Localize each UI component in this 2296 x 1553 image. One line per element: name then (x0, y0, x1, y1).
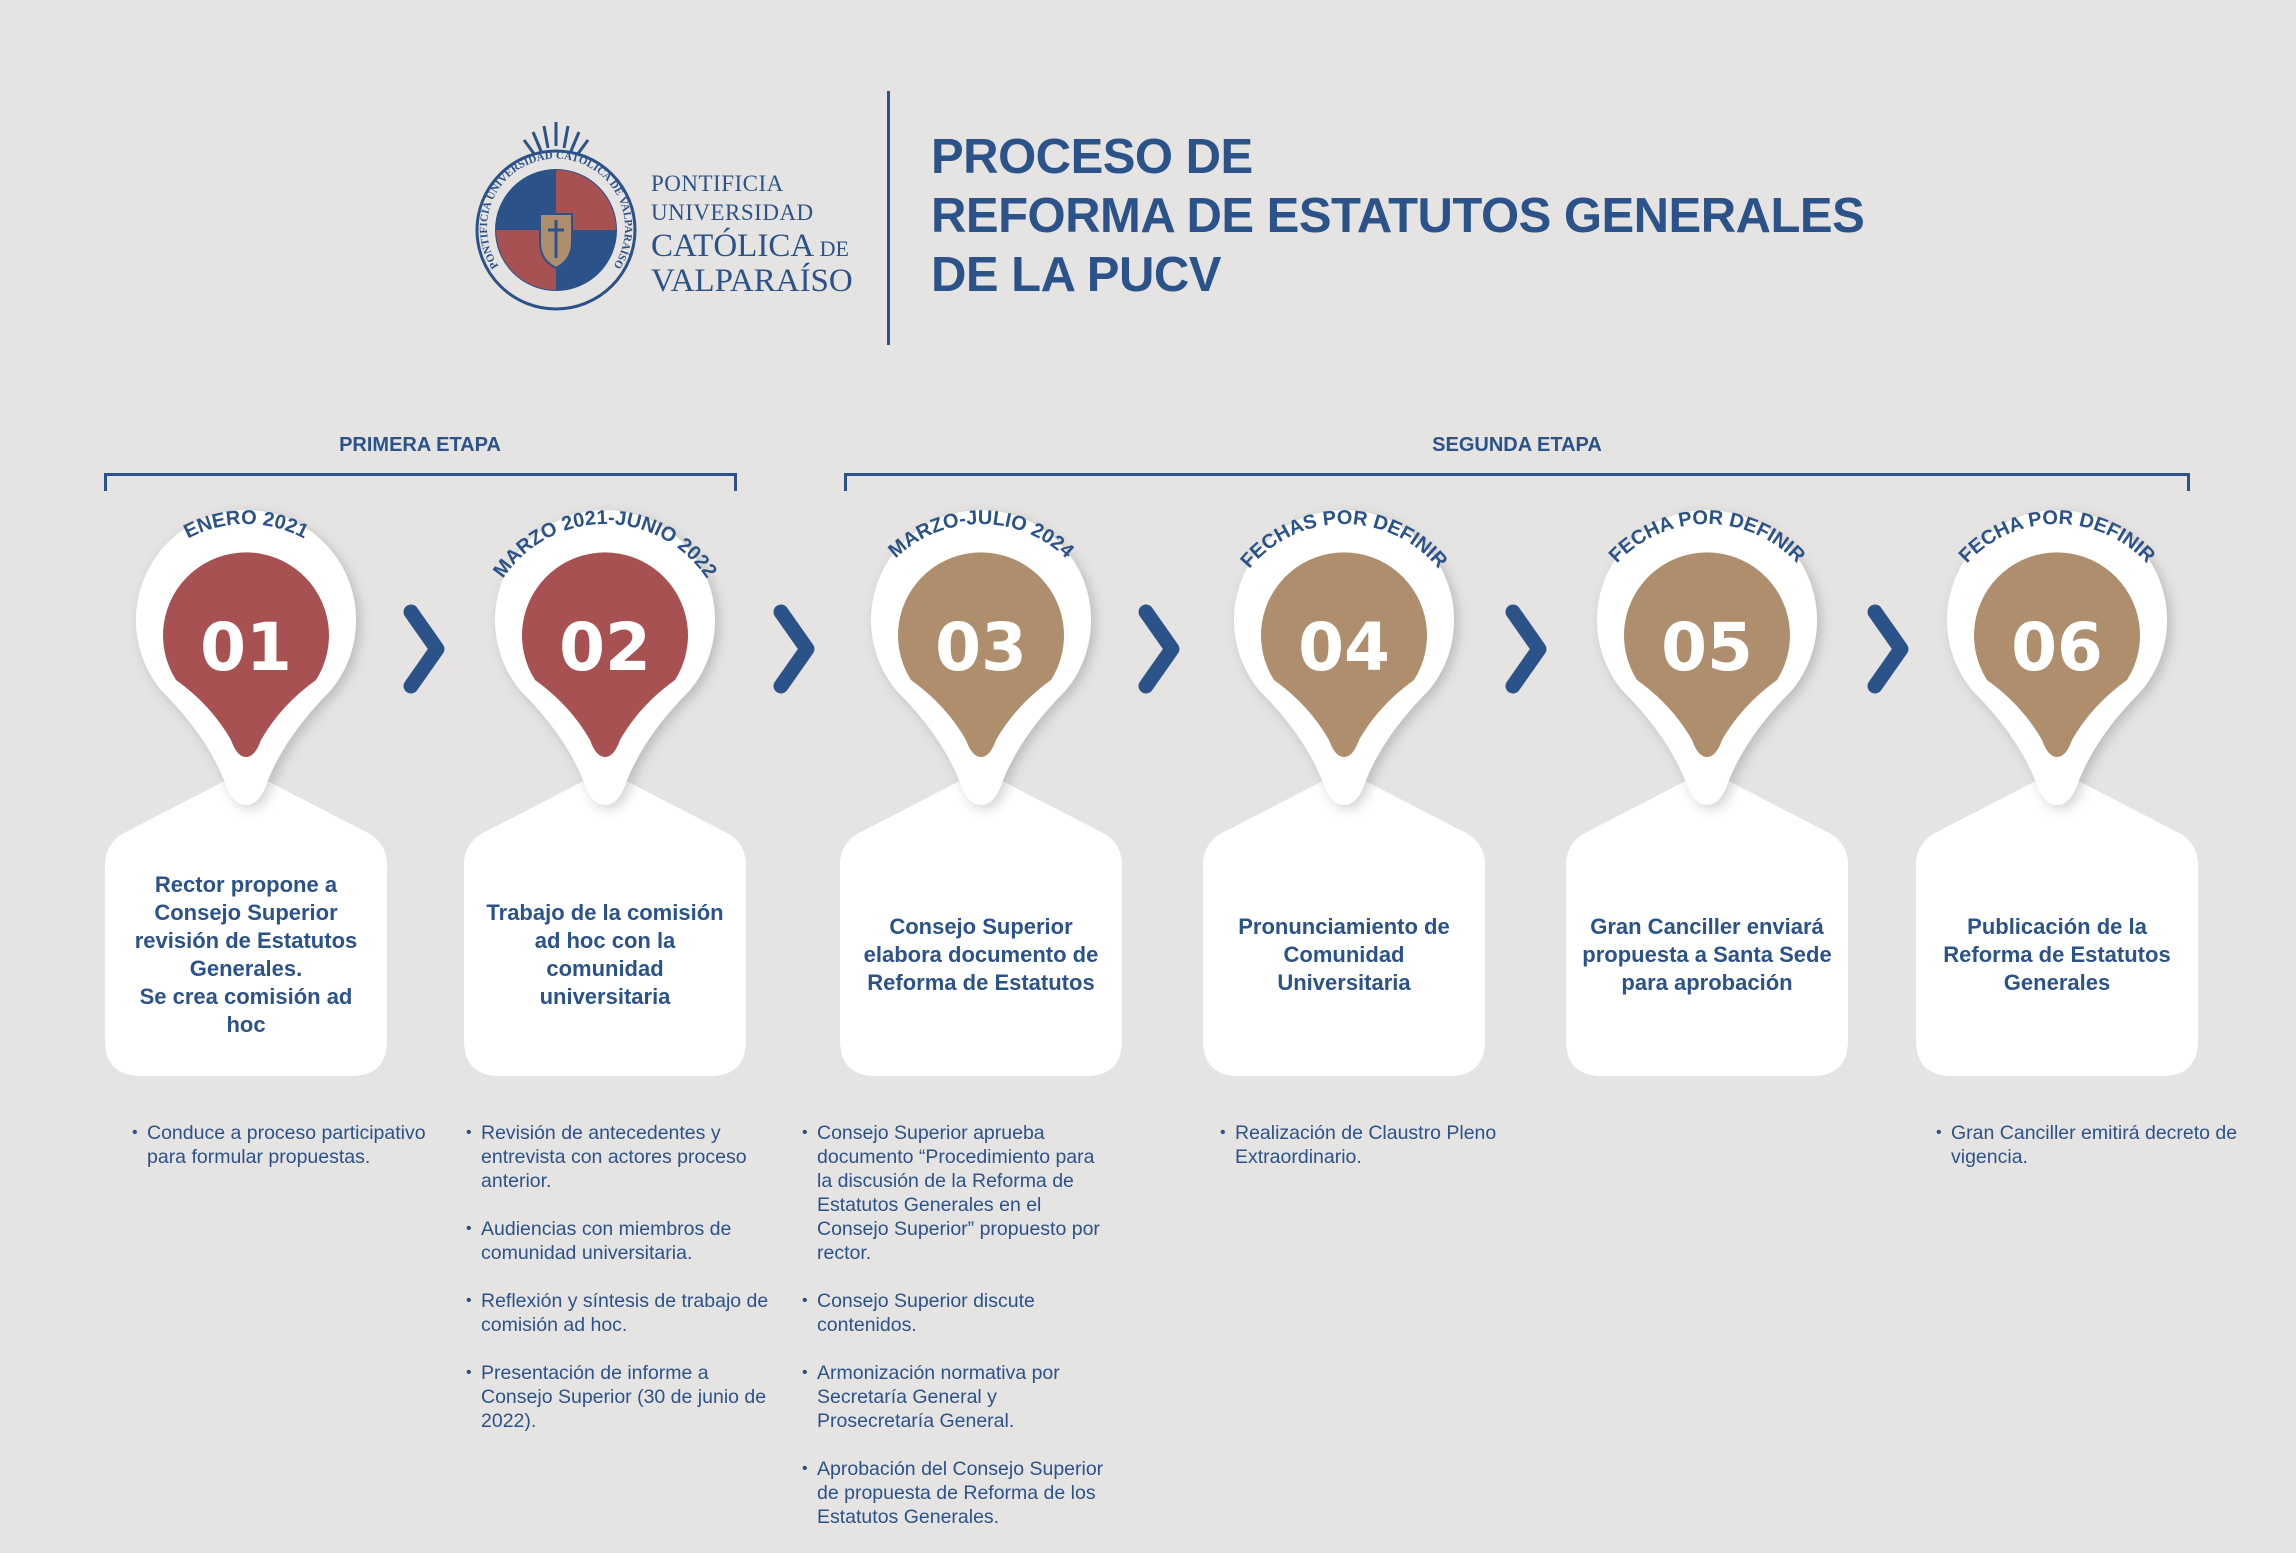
logo-line: PONTIFICIA (651, 171, 784, 196)
step-number: 01 (200, 609, 292, 686)
step-card (840, 770, 1122, 1076)
stage-bracket-primera (104, 473, 737, 491)
list-item: Consejo Superior aprueba documento “Proc… (802, 1121, 1112, 1265)
step-card (1916, 770, 2198, 1076)
logo-line: VALPARAÍSO (651, 263, 853, 299)
step-number: 06 (2011, 609, 2103, 686)
step-title: Gran Canciller enviará propuesta a Santa… (1582, 913, 1832, 997)
step-title-line: Consejo Superior elabora documento de Re… (863, 914, 1099, 995)
list-item: Conduce a proceso participativo para for… (132, 1121, 442, 1169)
logo-line: UNIVERSIDAD (651, 200, 814, 225)
step-title-line: Publicación de la Reforma de Estatutos G… (1943, 914, 2171, 995)
pin-drop (1260, 552, 1427, 757)
pin-drop (1624, 552, 1790, 757)
list-item: Realización de Claustro Pleno Extraordin… (1220, 1121, 1530, 1169)
list-item: Revisión de antecedentes y entrevista co… (466, 1121, 776, 1193)
university-name: PONTIFICIA UNIVERSIDAD CATÓLICA DE VALPA… (651, 172, 853, 300)
chevron-right-icon (773, 604, 815, 694)
step-title-line: Trabajo de la comisión ad hoc con la com… (486, 900, 724, 1009)
list-item: Gran Canciller emitirá decreto de vigenc… (1936, 1121, 2246, 1169)
title-line: DE LA PUCV (931, 248, 1221, 302)
chevron-right-icon (1867, 604, 1909, 694)
logo-line: CATÓLICA DE (651, 230, 853, 263)
pin-drop (898, 552, 1064, 757)
step-card (1203, 770, 1485, 1076)
logo-word: CATÓLICA (651, 228, 815, 264)
step-details-list: Consejo Superior aprueba documento “Proc… (802, 1121, 1112, 1553)
pin-drop (162, 552, 329, 757)
chevron-right-icon (1505, 604, 1547, 694)
stage-label-segunda: SEGUNDA ETAPA (1432, 434, 1602, 456)
list-item: Consejo Superior discute contenidos. (802, 1289, 1112, 1337)
step-title: Consejo Superior elabora documento de Re… (856, 913, 1106, 997)
list-item: Armonización normativa por Secretaría Ge… (802, 1361, 1112, 1433)
pin-drop (1973, 552, 2140, 757)
step-details-list: Conduce a proceso participativo para for… (132, 1121, 442, 1193)
step-number: 03 (935, 609, 1027, 686)
step-number: 04 (1298, 609, 1390, 686)
step-number: 05 (1661, 609, 1753, 686)
step-title: Pronunciamiento de Comunidad Universitar… (1219, 913, 1469, 997)
list-item: Presentación de informe a Consejo Superi… (466, 1361, 776, 1433)
logo-word: DE (814, 236, 849, 261)
list-item: Audiencias con miembros de comunidad uni… (466, 1217, 776, 1265)
step-card (1566, 770, 1848, 1076)
header-divider (887, 91, 890, 345)
step-card (464, 770, 746, 1076)
step-card (105, 770, 387, 1076)
step-details-list: Revisión de antecedentes y entrevista co… (466, 1121, 776, 1457)
pin-drop (522, 552, 688, 757)
title-line: PROCESO DE (931, 130, 1253, 184)
step-title-line: Pronunciamiento de Comunidad Universitar… (1238, 914, 1450, 995)
university-seal-logo: PONTIFICIA UNIVERSIDAD CATÓLICA DE VALPA… (475, 122, 637, 311)
step-title: Trabajo de la comisión ad hoc con la com… (480, 899, 730, 1011)
list-item: Aprobación del Consejo Superior de propu… (802, 1457, 1112, 1529)
stage-label-primera: PRIMERA ETAPA (339, 434, 501, 456)
crown-rays-icon (522, 122, 590, 156)
chevron-right-icon (403, 604, 445, 694)
list-item: Reflexión y síntesis de trabajo de comis… (466, 1289, 776, 1337)
step-title-line: Gran Canciller enviará propuesta a Santa… (1582, 914, 1832, 995)
step-details-list: Realización de Claustro Pleno Extraordin… (1220, 1121, 1530, 1193)
page-title: PROCESO DE REFORMA DE ESTATUTOS GENERALE… (931, 128, 1865, 305)
step-title: Rector propone a Consejo Superior revisi… (121, 871, 371, 1039)
step-number: 02 (559, 609, 651, 686)
chevron-right-icon (1138, 604, 1180, 694)
step-details-list: Gran Canciller emitirá decreto de vigenc… (1936, 1121, 2246, 1193)
step-title: Publicación de la Reforma de Estatutos G… (1932, 913, 2182, 997)
title-line: REFORMA DE ESTATUTOS GENERALES (931, 189, 1865, 243)
step-title-line: Se crea comisión ad hoc (139, 984, 353, 1037)
step-title-line: Rector propone a Consejo Superior revisi… (134, 872, 358, 981)
stage-bracket-segunda (844, 473, 2190, 491)
